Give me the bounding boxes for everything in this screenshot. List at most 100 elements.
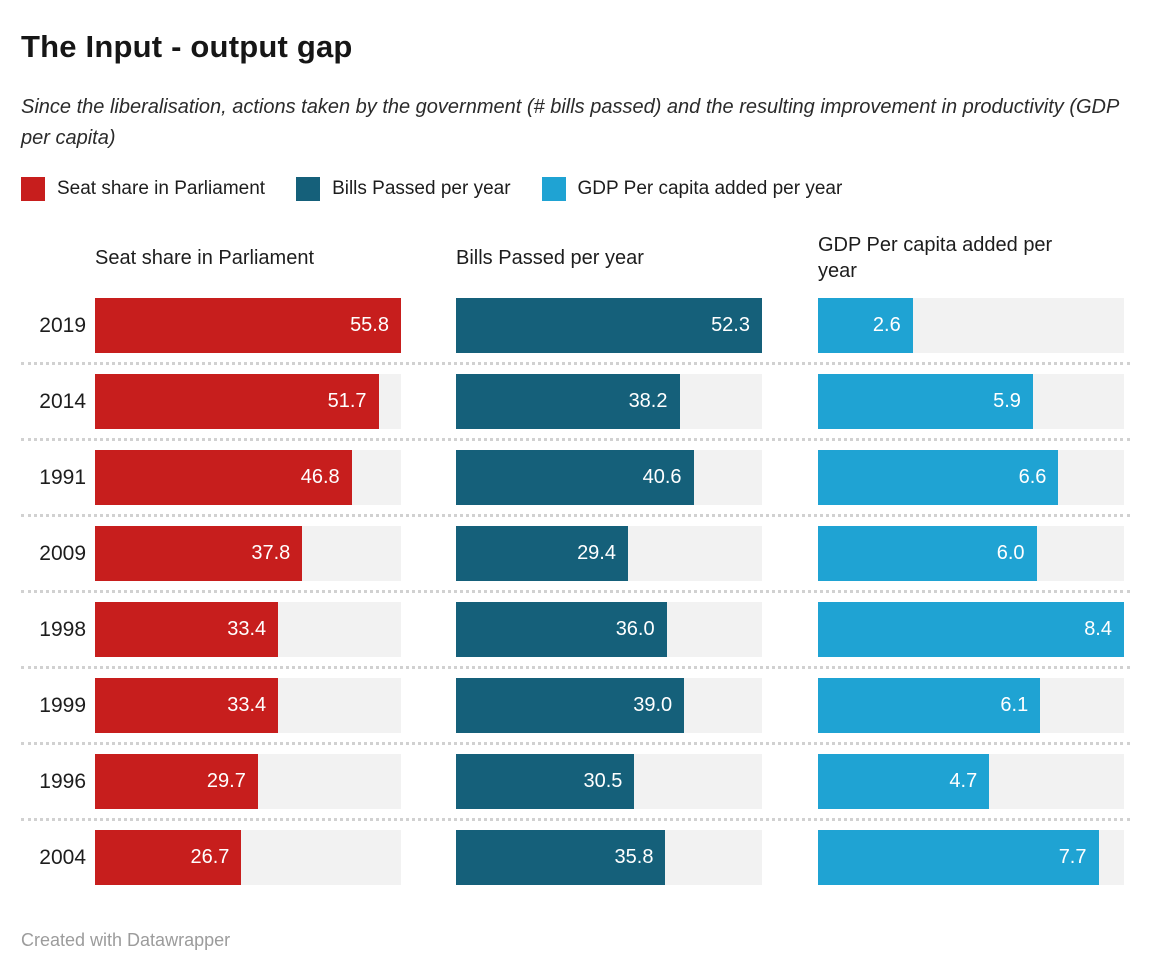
- column-header-bills-passed: Bills Passed per year: [456, 247, 644, 269]
- chart-row: 2009 37.8 29.4 6.0: [21, 526, 1128, 581]
- bar-track: 39.0: [456, 678, 762, 733]
- row-separator: [21, 666, 1130, 669]
- row-year-label: 2009: [39, 541, 86, 565]
- bar-track: 6.0: [818, 526, 1124, 581]
- column-headers: Seat share in Parliament Bills Passed pe…: [21, 232, 1128, 284]
- datawrapper-credit[interactable]: Created with Datawrapper: [21, 930, 231, 950]
- bar-value-label: 29.7: [206, 770, 246, 792]
- bar-value-label: 4.7: [949, 770, 978, 792]
- bar: 40.6: [456, 450, 694, 505]
- bar: 29.7: [95, 754, 258, 809]
- bar-value-label: 36.0: [615, 618, 655, 640]
- bar-track: 35.8: [456, 830, 762, 885]
- row-separator: [21, 362, 1130, 365]
- legend-swatch-light-blue: [541, 177, 566, 201]
- bar: 39.0: [456, 678, 685, 733]
- bar-track: 46.8: [95, 450, 401, 505]
- chart-rows: 2019 55.8 52.3 2.6 2014 51.7 38.2 5.9 1991 46.8 40…: [21, 298, 1130, 885]
- legend-item-bills-passed: Bills Passed per year: [296, 177, 511, 201]
- bar: 6.6: [818, 450, 1059, 505]
- row-separator: [21, 742, 1130, 745]
- bar-track: 38.2: [456, 374, 762, 429]
- bar-value-label: 35.8: [614, 846, 654, 868]
- bar-value-label: 46.8: [300, 466, 340, 488]
- bar-value-label: 30.5: [583, 770, 623, 792]
- chart-title: The Input - output gap: [21, 29, 353, 64]
- legend: Seat share in Parliament Bills Passed pe…: [21, 177, 1128, 201]
- bar: 46.8: [95, 450, 352, 505]
- row-year-label: 1996: [39, 769, 86, 793]
- chart-row: 2014 51.7 38.2 5.9: [21, 374, 1128, 429]
- bar: 37.8: [95, 526, 303, 581]
- legend-label: Seat share in Parliament: [57, 178, 266, 199]
- bar-value-label: 5.9: [993, 390, 1021, 412]
- bar-value-label: 33.4: [227, 694, 267, 716]
- bar-track: 55.8: [95, 298, 401, 353]
- bar: 33.4: [95, 602, 279, 657]
- bar-value-label: 6.1: [1000, 694, 1029, 716]
- bar-value-label: 26.7: [190, 846, 230, 868]
- bar-value-label: 2.6: [872, 314, 901, 336]
- bar: 8.4: [818, 602, 1124, 657]
- bar-value-label: 37.8: [251, 542, 291, 564]
- bar-value-label: 40.6: [642, 466, 682, 488]
- bar-track: 37.8: [95, 526, 401, 581]
- bar: 35.8: [456, 830, 666, 885]
- bar-track: 33.4: [95, 678, 401, 733]
- legend-swatch-red: [21, 177, 45, 201]
- bar-track: 52.3: [456, 298, 762, 353]
- bar: 30.5: [456, 754, 635, 809]
- row-year-label: 2004: [39, 845, 86, 869]
- bar-value-label: 29.4: [577, 542, 616, 564]
- bar-track: 30.5: [456, 754, 762, 809]
- bar-value-label: 8.4: [1084, 618, 1112, 640]
- row-separator: [21, 438, 1130, 441]
- bar-value-label: 6.6: [1018, 466, 1047, 488]
- row-year-label: 1998: [39, 617, 86, 641]
- bar-track: 26.7: [95, 830, 401, 885]
- bar-track: 40.6: [456, 450, 762, 505]
- bar: 26.7: [95, 830, 242, 885]
- column-header-gdp-per-capita: GDP Per capita added per year: [818, 234, 1053, 282]
- row-year-label: 1999: [39, 693, 86, 717]
- bar-track: 6.6: [818, 450, 1124, 505]
- row-separator: [21, 514, 1130, 517]
- row-year-label: 1991: [39, 465, 86, 489]
- bar-value-label: 39.0: [633, 694, 673, 716]
- bar: 33.4: [95, 678, 279, 733]
- bar: 7.7: [818, 830, 1099, 885]
- legend-swatch-dark-blue: [296, 177, 321, 201]
- bar-track: 29.7: [95, 754, 401, 809]
- bar: 52.3: [456, 298, 762, 353]
- chart-row: 1999 33.4 39.0 6.1: [21, 678, 1128, 733]
- bar: 6.0: [818, 526, 1037, 581]
- bar: 4.7: [818, 754, 990, 809]
- bar-value-label: 38.2: [628, 390, 668, 412]
- chart-row: 2004 26.7 35.8 7.7: [21, 830, 1128, 885]
- legend-item-seat-share: Seat share in Parliament: [21, 177, 265, 201]
- row-year-label: 2019: [39, 313, 86, 337]
- chart-subtitle: Since the liberalisation, actions taken …: [21, 96, 1119, 149]
- bar-track: 7.7: [818, 830, 1124, 885]
- legend-item-gdp-per-capita: GDP Per capita added per year: [541, 177, 843, 201]
- bar: 5.9: [818, 374, 1033, 429]
- bar: 2.6: [818, 298, 913, 353]
- chart-row: 2019 55.8 52.3 2.6: [21, 298, 1128, 353]
- bar-value-label: 6.0: [996, 542, 1025, 564]
- legend-label: Bills Passed per year: [332, 178, 511, 199]
- bar: 38.2: [456, 374, 680, 429]
- bar-value-label: 33.4: [227, 618, 267, 640]
- bar-track: 4.7: [818, 754, 1124, 809]
- bar-value-label: 7.7: [1058, 846, 1087, 868]
- bar-track: 2.6: [818, 298, 1124, 353]
- bar-track: 36.0: [456, 602, 762, 657]
- legend-label: GDP Per capita added per year: [577, 178, 843, 199]
- chart-row: 1991 46.8 40.6 6.6: [21, 450, 1128, 505]
- chart-container: The Input - output gap Since the liberal…: [21, 29, 1130, 950]
- row-year-label: 2014: [39, 389, 86, 413]
- bar-track: 29.4: [456, 526, 762, 581]
- bar: 6.1: [818, 678, 1041, 733]
- bar-value-label: 52.3: [711, 314, 750, 336]
- bar-track: 5.9: [818, 374, 1124, 429]
- bar: 29.4: [456, 526, 628, 581]
